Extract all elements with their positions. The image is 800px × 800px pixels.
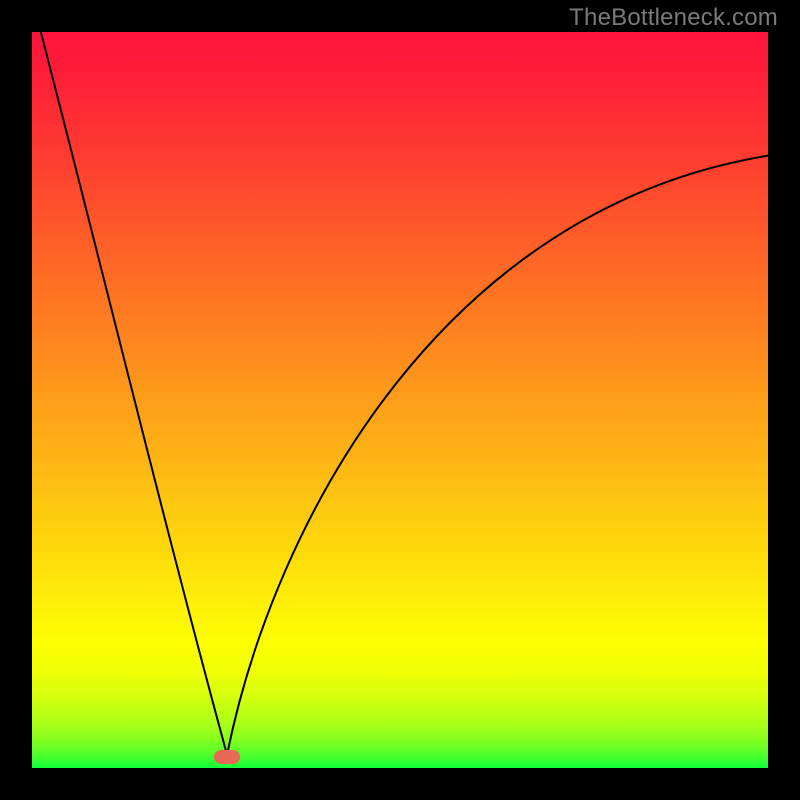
plot-area	[32, 32, 768, 768]
watermark-text: TheBottleneck.com	[569, 4, 778, 32]
optimal-point-marker	[214, 750, 240, 764]
bottleneck-curve	[32, 32, 768, 768]
